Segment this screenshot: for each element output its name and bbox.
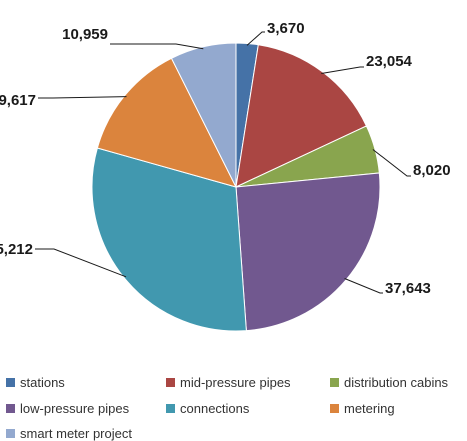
legend-label: metering [344,401,395,416]
leader-line [372,149,411,177]
legend-swatch [6,404,15,413]
pie-slice-metering [96,57,237,188]
legend-label: mid-pressure pipes [180,375,291,390]
leader-line [38,96,127,99]
legend-label: low-pressure pipes [20,401,130,416]
leader-lines [35,31,411,294]
pie-slices [91,42,381,332]
data-labels: 3,670 23,054 8,020 37,643 45,212 19,617 10,959 [0,20,451,297]
legend: stations mid-pressure pipes distribution… [0,372,467,441]
legend-swatch [6,378,15,387]
legend-label: connections [180,401,250,416]
leader-line [110,43,204,50]
legend-label: smart meter project [20,426,132,441]
leader-line [344,278,383,294]
leader-line [246,31,265,46]
legend-swatch [6,429,15,438]
legend-label: distribution cabins [344,375,449,390]
pie-slice-mid-pressure-pipes [235,44,368,188]
legend-swatch [330,378,339,387]
pie-slice-connections [91,147,247,332]
pie-slice-low-pressure-pipes [235,172,381,332]
legend-swatch [330,404,339,413]
data-label: 10,959 [62,26,108,43]
legend-item-low-pressure-pipes: low-pressure pipes [6,401,129,416]
legend-item-stations: stations [6,375,65,390]
data-label: 3,670 [267,20,305,37]
legend-swatch [166,404,175,413]
pie-slice-smart-meter-project [170,42,237,188]
legend-swatch [166,378,175,387]
legend-item-smart-meter-project: smart meter project [6,426,132,441]
legend-item-metering: metering [330,401,395,416]
data-label: 8,020 [413,162,451,179]
data-label: 19,617 [0,92,36,109]
legend-label: stations [20,375,65,390]
legend-item-distribution-cabins: distribution cabins [330,375,448,390]
pie-chart: 3,670 23,054 8,020 37,643 45,212 19,617 10,959 [0,20,451,332]
leader-line [321,66,364,74]
data-label: 37,643 [385,280,431,297]
legend-item-mid-pressure-pipes: mid-pressure pipes [166,375,291,390]
data-label: 45,212 [0,241,33,258]
data-label: 23,054 [366,53,413,70]
legend-item-connections: connections [166,401,249,416]
leader-line [35,248,127,278]
